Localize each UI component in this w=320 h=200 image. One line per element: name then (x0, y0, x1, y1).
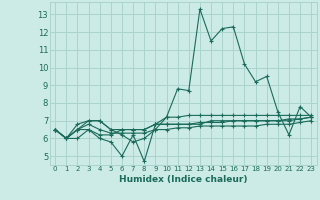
X-axis label: Humidex (Indice chaleur): Humidex (Indice chaleur) (119, 175, 247, 184)
